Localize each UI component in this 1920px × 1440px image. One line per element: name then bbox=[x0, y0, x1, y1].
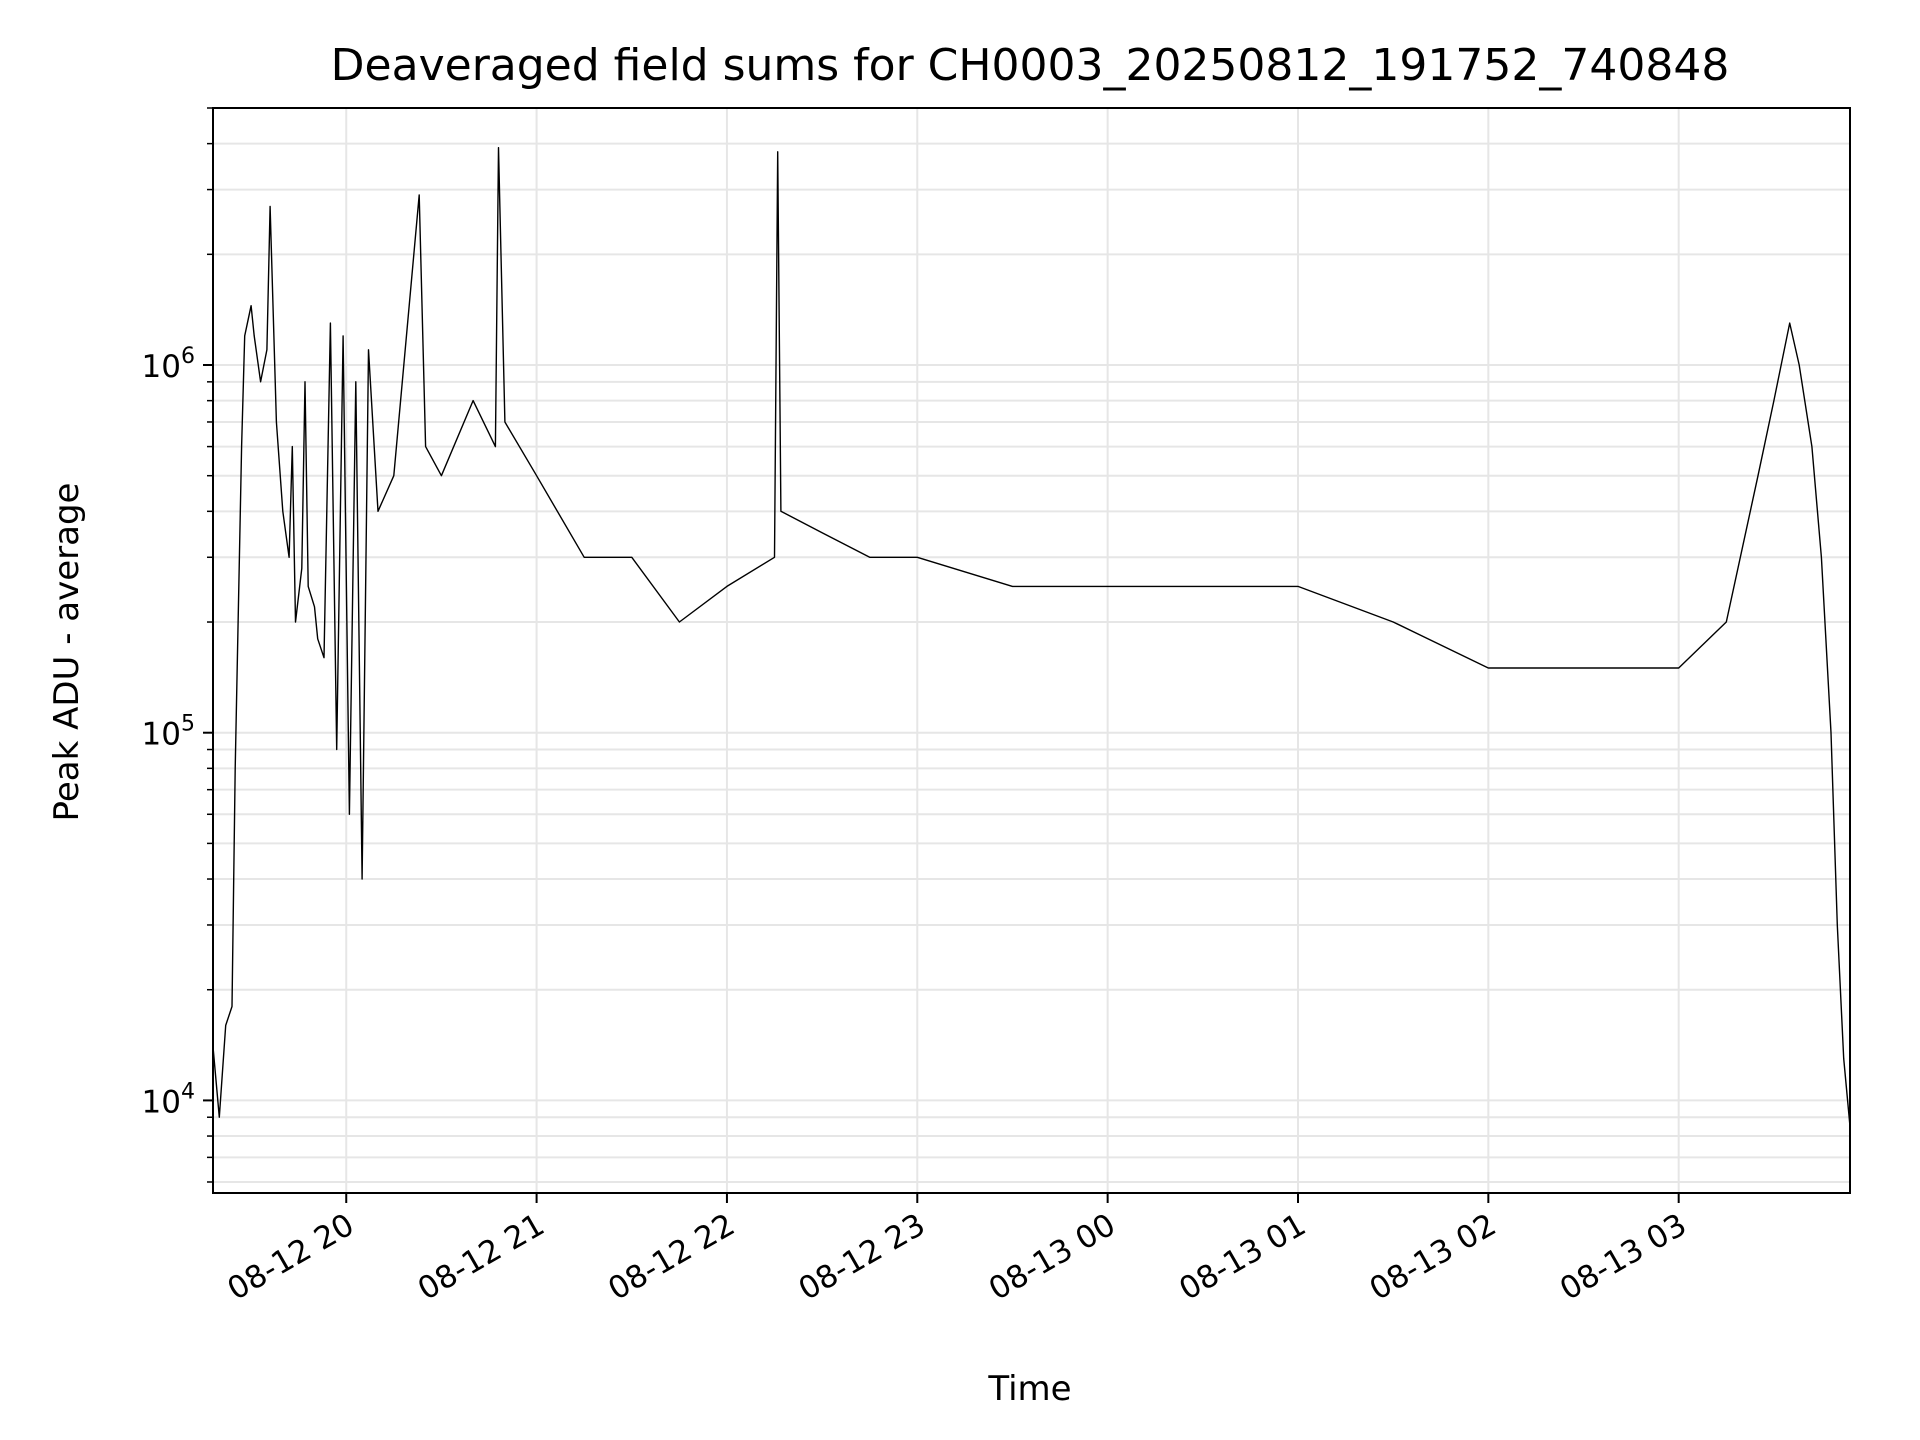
y-tick-label: 104 bbox=[142, 1079, 195, 1120]
plot-area bbox=[212, 147, 1851, 1127]
x-tick-label: 08-13 02 bbox=[1364, 1207, 1503, 1308]
y-tick-label: 105 bbox=[142, 712, 195, 753]
x-tick-label: 08-12 21 bbox=[412, 1207, 551, 1308]
x-tick-label: 08-12 23 bbox=[793, 1207, 932, 1308]
x-axis-label: Time bbox=[987, 1369, 1071, 1409]
y-tick-exponent: 5 bbox=[181, 712, 195, 737]
x-tick-label: 08-12 22 bbox=[602, 1207, 741, 1308]
chart-title: Deaveraged field sums for CH0003_2025081… bbox=[331, 40, 1730, 91]
x-tick-label: 08-12 20 bbox=[222, 1207, 361, 1308]
plot-frame bbox=[212, 107, 1851, 1194]
series-line bbox=[212, 147, 1851, 1127]
x-tick-label: 08-13 03 bbox=[1554, 1207, 1693, 1308]
y-tick-base: 10 bbox=[142, 717, 181, 753]
y-tick-base: 10 bbox=[142, 1084, 181, 1120]
x-tick-label: 08-13 00 bbox=[983, 1207, 1122, 1308]
x-tick-label: 08-13 01 bbox=[1173, 1207, 1312, 1308]
y-tick-exponent: 6 bbox=[181, 344, 195, 369]
grid-lines bbox=[213, 107, 1850, 1193]
y-tick-base: 10 bbox=[142, 349, 181, 385]
y-axis-label: Peak ADU - average bbox=[47, 483, 87, 822]
y-tick-exponent: 4 bbox=[181, 1079, 195, 1104]
y-tick-label: 106 bbox=[142, 344, 195, 385]
